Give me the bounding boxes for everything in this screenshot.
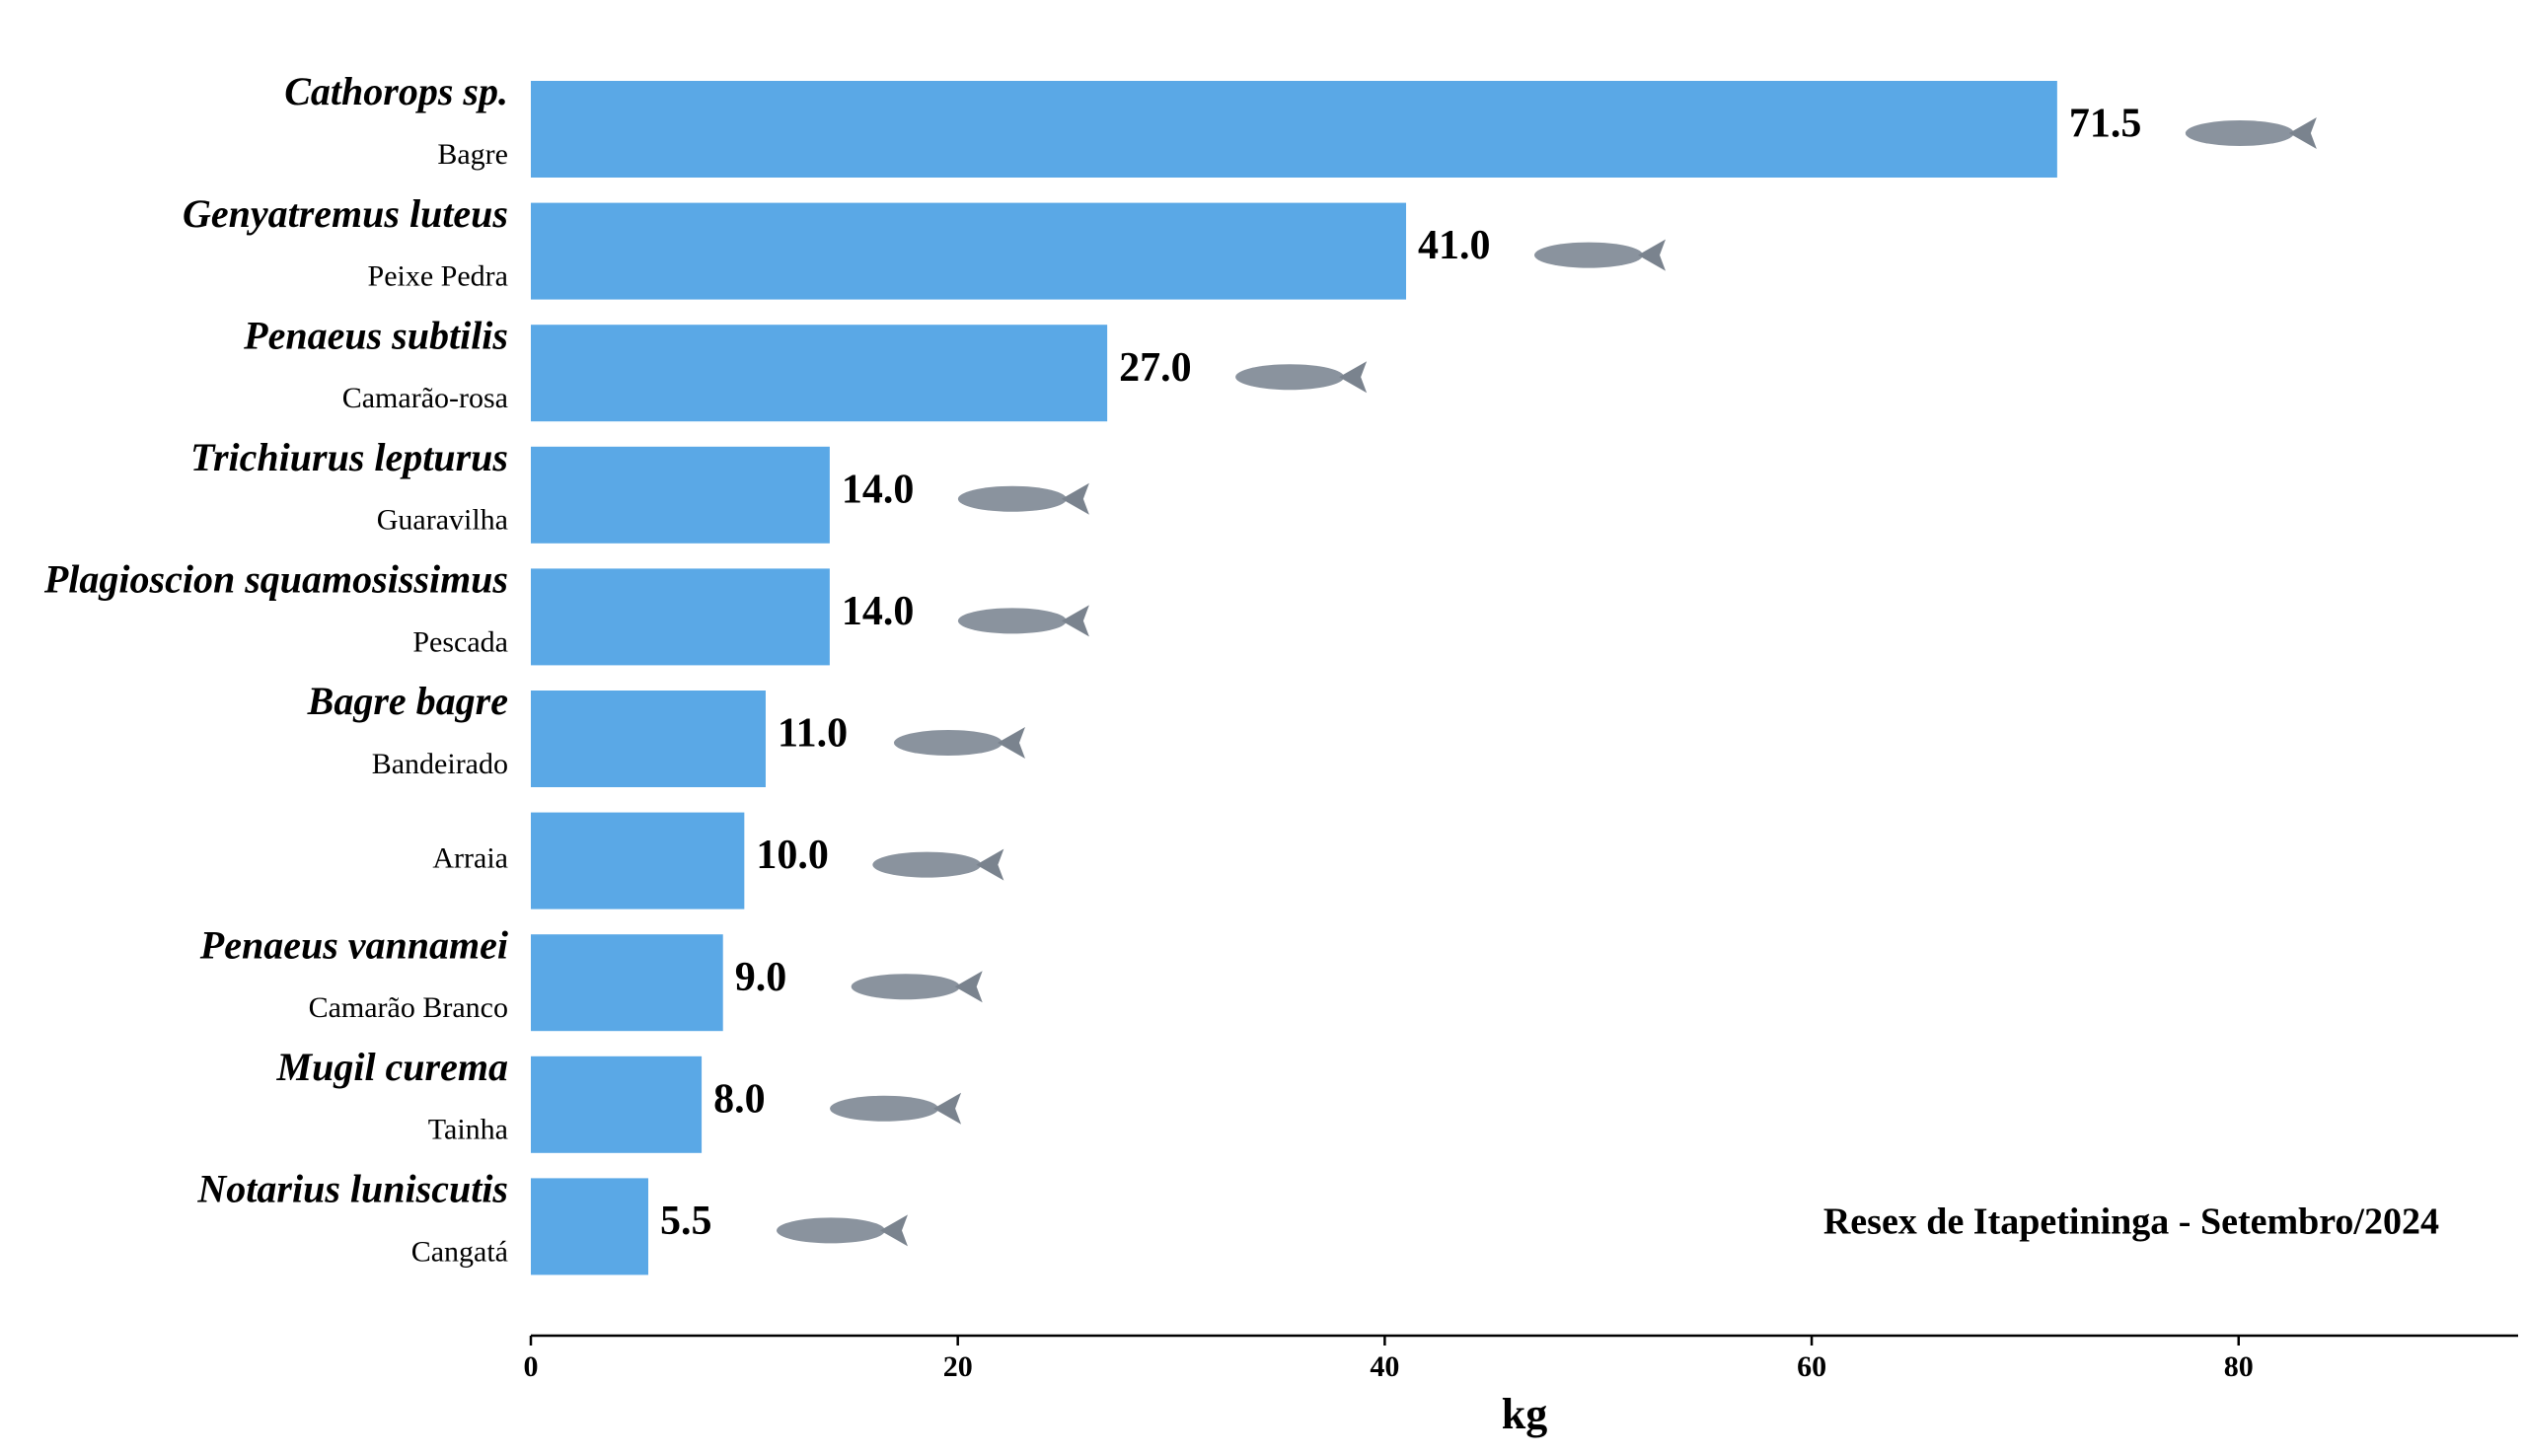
category-label: Pescada bbox=[412, 625, 508, 658]
category-label: Peixe Pedra bbox=[368, 259, 508, 292]
species-label: Genyatremus luteus bbox=[183, 191, 508, 236]
fish-body bbox=[776, 1217, 885, 1244]
value-label: 8.0 bbox=[713, 1076, 766, 1122]
bar bbox=[531, 568, 830, 666]
fish-body bbox=[1235, 364, 1345, 391]
fish-icon bbox=[1235, 361, 1368, 394]
fish-tail bbox=[879, 1214, 908, 1247]
bar bbox=[531, 81, 2057, 178]
bar bbox=[531, 1178, 648, 1275]
species-label: Notarius luniscutis bbox=[196, 1167, 508, 1211]
fish-icon bbox=[776, 1214, 908, 1247]
annotation: Resex de Itapetininga - Setembro/2024 bbox=[1823, 1201, 2439, 1243]
fish-icon bbox=[872, 848, 1004, 881]
fish-icon bbox=[957, 605, 1089, 637]
fish-icon bbox=[1534, 239, 1667, 271]
fish-tail bbox=[2288, 117, 2317, 149]
category-label: Guaravilha bbox=[377, 504, 508, 537]
x-tick-label: 80 bbox=[2224, 1350, 2254, 1383]
x-tick-label: 40 bbox=[1370, 1350, 1399, 1383]
species-label: Mugil curema bbox=[276, 1045, 508, 1089]
bar bbox=[531, 691, 766, 787]
value-label: 5.5 bbox=[660, 1199, 712, 1244]
fish-tail bbox=[933, 1092, 962, 1125]
value-label: 41.0 bbox=[1418, 223, 1491, 268]
x-tick-label: 0 bbox=[524, 1350, 539, 1383]
fish-body bbox=[957, 485, 1067, 512]
species-label: Cathorops sp. bbox=[284, 69, 508, 113]
species-label: Trichiurus lepturus bbox=[190, 435, 508, 479]
fish-icon bbox=[893, 727, 1025, 759]
fish-tail bbox=[1339, 361, 1368, 394]
value-label: 11.0 bbox=[778, 711, 848, 757]
category-label: Tainha bbox=[428, 1114, 508, 1146]
fish-body bbox=[2185, 120, 2294, 146]
value-label: 27.0 bbox=[1119, 345, 1192, 391]
category-label: Cangatá bbox=[411, 1235, 508, 1268]
species-label: Penaeus vannamei bbox=[199, 922, 508, 967]
category-label: Arraia bbox=[432, 841, 508, 874]
fish-tail bbox=[1061, 482, 1089, 515]
fish-body bbox=[1534, 242, 1644, 268]
bar bbox=[531, 934, 723, 1032]
value-label: 10.0 bbox=[756, 833, 829, 878]
fish-tail bbox=[997, 727, 1025, 759]
species-label: Bagre bagre bbox=[307, 679, 508, 723]
fish-tail bbox=[1061, 605, 1089, 637]
bar bbox=[531, 202, 1407, 300]
category-label: Bandeirado bbox=[372, 748, 508, 780]
category-label: Camarão Branco bbox=[309, 991, 508, 1024]
fish-body bbox=[957, 608, 1067, 634]
value-label: 9.0 bbox=[735, 955, 787, 1000]
bar bbox=[531, 1056, 703, 1153]
bar bbox=[531, 446, 830, 544]
fish-body bbox=[893, 730, 1003, 756]
value-label: 14.0 bbox=[842, 467, 915, 512]
fish-icon bbox=[957, 482, 1089, 515]
fish-body bbox=[851, 974, 960, 1000]
category-label: Bagre bbox=[437, 138, 508, 171]
fish-tail bbox=[1638, 239, 1667, 271]
fish-tail bbox=[976, 848, 1004, 881]
value-label: 14.0 bbox=[842, 589, 915, 634]
fish-tail bbox=[954, 971, 983, 1003]
x-tick-label: 60 bbox=[1797, 1350, 1826, 1383]
species-label: Plagioscion squamosissimus bbox=[43, 557, 508, 602]
bar bbox=[531, 812, 745, 910]
bar bbox=[531, 325, 1108, 422]
category-label: Camarão-rosa bbox=[342, 382, 508, 414]
x-axis-label: kg bbox=[1502, 1390, 1547, 1438]
fish-icon bbox=[2185, 117, 2317, 149]
fish-icon bbox=[851, 971, 983, 1003]
fish-icon bbox=[830, 1092, 962, 1125]
value-label: 71.5 bbox=[2069, 102, 2142, 147]
species-label: Penaeus subtilis bbox=[243, 313, 508, 357]
x-tick-label: 20 bbox=[943, 1350, 973, 1383]
fish-body bbox=[830, 1095, 939, 1122]
fish-body bbox=[872, 851, 982, 878]
